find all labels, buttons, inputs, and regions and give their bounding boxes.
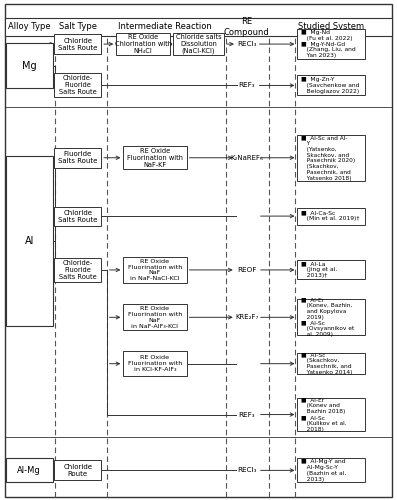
Text: RE Oxide
Fluorination with
NaF
in NaF-AlF₃-KCl: RE Oxide Fluorination with NaF in NaF-Al… [128, 306, 182, 328]
Text: RECl₃: RECl₃ [237, 41, 256, 47]
Text: Chloride
Route: Chloride Route [64, 464, 93, 477]
FancyBboxPatch shape [297, 208, 365, 224]
FancyBboxPatch shape [116, 33, 170, 55]
FancyBboxPatch shape [123, 351, 187, 376]
Text: ■  Al-Sc
   (Skachkov,
   Pasechnik, and
   Yatsenko 2014): ■ Al-Sc (Skachkov, Pasechnik, and Yatsen… [301, 352, 352, 375]
FancyBboxPatch shape [173, 33, 224, 55]
FancyBboxPatch shape [6, 156, 52, 326]
FancyBboxPatch shape [54, 74, 101, 98]
FancyBboxPatch shape [5, 4, 392, 497]
Text: Salt Type: Salt Type [59, 22, 97, 32]
Text: Alloy Type: Alloy Type [8, 22, 50, 32]
FancyBboxPatch shape [297, 76, 365, 96]
Text: REF₃: REF₃ [239, 412, 255, 418]
FancyBboxPatch shape [297, 300, 365, 336]
Text: Intermediate Reaction: Intermediate Reaction [118, 22, 212, 32]
Text: REOF: REOF [237, 267, 256, 273]
FancyBboxPatch shape [6, 43, 52, 88]
Text: ■  Al-Er
   (Konev, Bazhin,
   and Kopylova
   2019)
■  Al-Sc
   (Ovsyannikov et: ■ Al-Er (Konev, Bazhin, and Kopylova 201… [301, 298, 354, 337]
FancyBboxPatch shape [297, 353, 365, 374]
FancyBboxPatch shape [297, 398, 365, 432]
FancyBboxPatch shape [123, 146, 187, 169]
Text: Chloride
Salts Route: Chloride Salts Route [58, 38, 98, 51]
Text: Mg: Mg [22, 60, 37, 70]
Text: Studied System: Studied System [298, 22, 364, 32]
Text: RE Oxide
Fluorination with
NaF
in NaF-NaCl-KCl: RE Oxide Fluorination with NaF in NaF-Na… [128, 258, 182, 281]
Text: Chloride-
Fluoride
Salts Route: Chloride- Fluoride Salts Route [59, 260, 97, 280]
FancyBboxPatch shape [5, 18, 392, 36]
Text: Chloride
Salts Route: Chloride Salts Route [58, 210, 98, 222]
FancyBboxPatch shape [123, 257, 187, 283]
Text: Al-Mg: Al-Mg [17, 466, 41, 475]
FancyBboxPatch shape [54, 460, 101, 480]
Text: ■  Al-Mg-Y and
   Al-Mg-Sc-Y
   (Bazhin et al.
   2013): ■ Al-Mg-Y and Al-Mg-Sc-Y (Bazhin et al. … [301, 459, 346, 481]
FancyBboxPatch shape [54, 206, 101, 226]
Text: ■  Al-La
   (Jing et al.
   2013)†: ■ Al-La (Jing et al. 2013)† [301, 262, 337, 278]
Text: RE Oxide
Fluorination with
in KCl-KF-AlF₃: RE Oxide Fluorination with in KCl-KF-AlF… [128, 356, 182, 372]
FancyBboxPatch shape [297, 458, 365, 482]
Text: REF₃: REF₃ [239, 82, 255, 88]
Text: KRE₂F₇: KRE₂F₇ [235, 314, 258, 320]
FancyBboxPatch shape [6, 458, 52, 482]
Text: RE
Compound: RE Compound [224, 17, 270, 36]
Text: ■  Al-Er
   (Konev and
   Bazhin 2018)
■  Al-Sc
   (Kulikov et al.
   2018): ■ Al-Er (Konev and Bazhin 2018) ■ Al-Sc … [301, 398, 346, 432]
Text: K₂NaREF₆: K₂NaREF₆ [230, 155, 263, 161]
FancyBboxPatch shape [123, 304, 187, 330]
Text: RE Oxide
Chlorination with
NH₄Cl: RE Oxide Chlorination with NH₄Cl [115, 34, 172, 54]
Text: ■  Al-Ca-Sc
   (Min et al. 2019)†: ■ Al-Ca-Sc (Min et al. 2019)† [301, 210, 359, 222]
FancyBboxPatch shape [297, 135, 365, 180]
FancyBboxPatch shape [54, 148, 101, 168]
Text: ■  Mg-Nd
   (Fu et al. 2022)
■  Mg-Y-Nd-Gd
   (Zhang, Liu, and
   Yan 2023): ■ Mg-Nd (Fu et al. 2022) ■ Mg-Y-Nd-Gd (Z… [301, 30, 355, 58]
FancyBboxPatch shape [54, 34, 101, 54]
Text: RE Oxide
Fluorination with
NaF-KF: RE Oxide Fluorination with NaF-KF [127, 148, 183, 168]
FancyBboxPatch shape [297, 29, 365, 59]
Text: ■  Mg-Zn-Y
   (Savchenkow and
   Beloglazov 2022): ■ Mg-Zn-Y (Savchenkow and Beloglazov 202… [301, 77, 359, 94]
FancyBboxPatch shape [297, 260, 365, 280]
Text: ■  Al-Sc and Al-
   Y
   (Yatsenko,
   Skachkov, and
   Pasechnik 2020)
   (Skac: ■ Al-Sc and Al- Y (Yatsenko, Skachkov, a… [301, 135, 355, 180]
FancyBboxPatch shape [54, 258, 101, 282]
Text: RECl₃: RECl₃ [237, 468, 256, 473]
Text: Chloride-
Fluoride
Salts Route: Chloride- Fluoride Salts Route [59, 76, 97, 96]
Text: Al: Al [25, 236, 34, 246]
Text: Fluoride
Salts Route: Fluoride Salts Route [58, 152, 98, 164]
Text: Chloride salts
Dissolution
(NaCl-KCl): Chloride salts Dissolution (NaCl-KCl) [176, 34, 221, 54]
